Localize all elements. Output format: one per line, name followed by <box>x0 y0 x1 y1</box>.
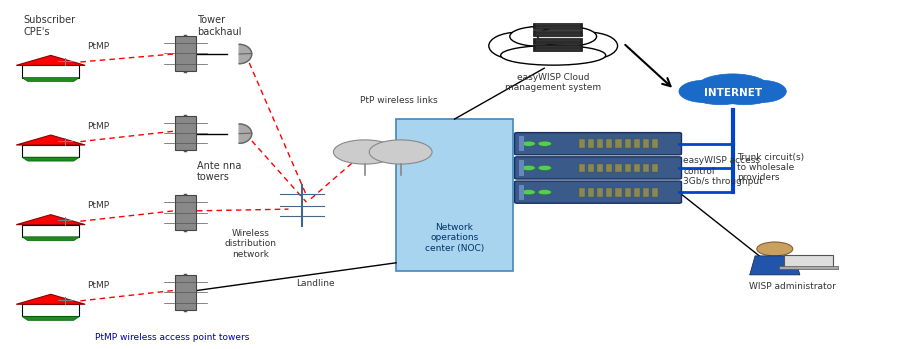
Polygon shape <box>22 237 79 241</box>
Bar <box>607 139 612 148</box>
Circle shape <box>538 141 552 146</box>
Bar <box>533 30 582 36</box>
Bar <box>784 255 833 268</box>
Ellipse shape <box>559 32 617 59</box>
Ellipse shape <box>737 80 787 103</box>
Text: Trunk circuit(s)
to wholesale
providers: Trunk circuit(s) to wholesale providers <box>737 153 805 183</box>
Bar <box>644 163 649 172</box>
Polygon shape <box>175 116 196 150</box>
Bar <box>607 188 612 196</box>
Circle shape <box>538 165 552 171</box>
Bar <box>533 38 582 44</box>
Bar <box>579 163 585 172</box>
Bar <box>579 139 585 148</box>
Bar <box>652 139 659 148</box>
Ellipse shape <box>509 27 569 46</box>
Bar <box>652 163 659 172</box>
Text: WISP administrator: WISP administrator <box>750 282 836 291</box>
Text: Wireless
distribution
network: Wireless distribution network <box>225 229 277 259</box>
Bar <box>779 266 838 269</box>
Ellipse shape <box>699 81 766 103</box>
Bar <box>634 139 640 148</box>
Text: Tower
backhaul: Tower backhaul <box>197 15 241 37</box>
Polygon shape <box>22 317 79 320</box>
Polygon shape <box>22 225 79 237</box>
Text: easyWISP Cloud
management system: easyWISP Cloud management system <box>505 73 601 92</box>
Bar <box>625 188 631 196</box>
Bar <box>634 188 640 196</box>
Polygon shape <box>175 275 196 310</box>
Bar <box>588 163 594 172</box>
Circle shape <box>522 141 536 146</box>
Text: PtMP: PtMP <box>86 121 109 131</box>
Text: Landline: Landline <box>296 279 335 288</box>
Polygon shape <box>22 145 79 157</box>
Bar <box>519 160 524 176</box>
Bar <box>607 163 612 172</box>
Ellipse shape <box>538 27 597 46</box>
Text: INTERNET: INTERNET <box>704 88 761 98</box>
Polygon shape <box>16 55 86 65</box>
Text: Ante nna
towers: Ante nna towers <box>197 161 241 182</box>
Text: easyWISP access
control
3Gb/s throughput: easyWISP access control 3Gb/s throughput <box>683 156 763 186</box>
Bar <box>588 139 594 148</box>
Bar <box>652 188 659 196</box>
Circle shape <box>333 140 396 164</box>
Bar <box>579 188 585 196</box>
Circle shape <box>538 190 552 195</box>
Ellipse shape <box>511 25 595 58</box>
Polygon shape <box>16 294 86 304</box>
Text: PtMP: PtMP <box>86 42 109 51</box>
Bar <box>616 188 622 196</box>
Bar <box>597 188 603 196</box>
Polygon shape <box>22 77 79 81</box>
Bar <box>597 163 603 172</box>
Text: PtMP: PtMP <box>86 281 109 290</box>
Polygon shape <box>16 215 86 225</box>
Bar <box>533 45 582 51</box>
Text: PtMP wireless access point towers: PtMP wireless access point towers <box>94 333 249 342</box>
Text: Network
operations
center (NOC): Network operations center (NOC) <box>425 223 484 253</box>
Ellipse shape <box>489 32 547 59</box>
Bar <box>396 119 513 272</box>
Polygon shape <box>22 157 79 161</box>
Bar <box>625 139 631 148</box>
Bar <box>644 188 649 196</box>
Bar <box>634 163 640 172</box>
Polygon shape <box>239 124 252 143</box>
Polygon shape <box>175 195 196 230</box>
Ellipse shape <box>679 80 728 103</box>
FancyBboxPatch shape <box>515 181 681 203</box>
Ellipse shape <box>500 45 606 65</box>
Circle shape <box>522 165 536 171</box>
Polygon shape <box>22 65 79 77</box>
Text: Subscriber
CPE's: Subscriber CPE's <box>23 15 76 37</box>
Text: PtP wireless links: PtP wireless links <box>360 96 438 105</box>
Bar <box>597 139 603 148</box>
Bar <box>588 188 594 196</box>
Bar <box>533 23 582 29</box>
Bar <box>644 139 649 148</box>
Bar <box>616 163 622 172</box>
Bar <box>519 136 524 151</box>
FancyBboxPatch shape <box>515 157 681 179</box>
Bar <box>616 139 622 148</box>
Polygon shape <box>175 36 196 70</box>
Bar <box>625 163 631 172</box>
Circle shape <box>369 140 432 164</box>
Circle shape <box>757 242 793 256</box>
Ellipse shape <box>695 89 746 105</box>
Circle shape <box>522 190 536 195</box>
Polygon shape <box>239 44 252 64</box>
Ellipse shape <box>696 74 770 101</box>
Text: PtMP: PtMP <box>86 201 109 210</box>
Polygon shape <box>750 256 800 275</box>
Polygon shape <box>22 304 79 317</box>
Ellipse shape <box>719 89 770 105</box>
FancyBboxPatch shape <box>515 133 681 155</box>
Polygon shape <box>16 135 86 145</box>
Bar <box>519 185 524 200</box>
